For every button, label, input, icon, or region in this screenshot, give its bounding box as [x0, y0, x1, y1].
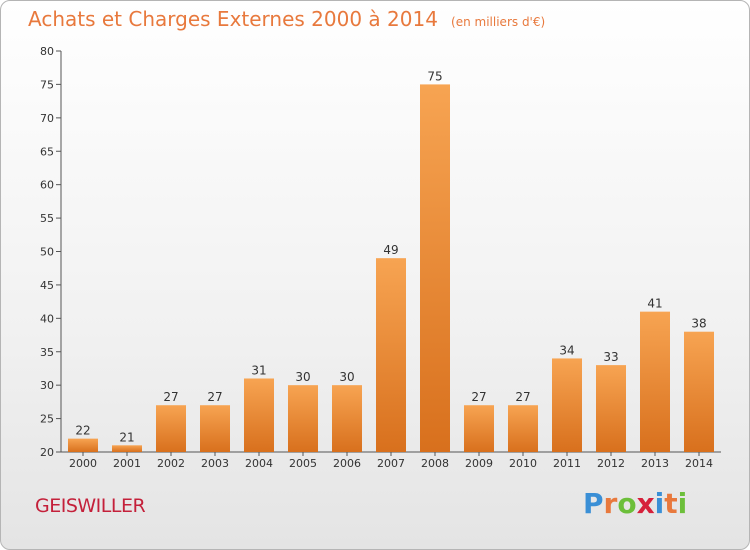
x-tick-label: 2007 [377, 457, 405, 470]
x-tick-label: 2008 [421, 457, 449, 470]
y-tick-label: 55 [40, 212, 54, 225]
bar-2006 [332, 385, 362, 452]
bar-2000 [68, 438, 98, 452]
data-label-2002: 27 [163, 390, 178, 404]
x-tick-label: 2002 [157, 457, 185, 470]
data-label-2003: 27 [207, 390, 222, 404]
bar-2013 [640, 311, 670, 452]
data-label-2000: 22 [75, 424, 90, 438]
y-tick-label: 60 [40, 179, 54, 192]
logo-letter: x [636, 487, 655, 520]
y-tick-label: 70 [40, 112, 54, 125]
x-tick-label: 2005 [289, 457, 317, 470]
chart-subtitle: (en milliers d'€) [451, 15, 546, 29]
data-label-2009: 27 [471, 390, 486, 404]
chart-title: Achats et Charges Externes 2000 à 2014 [28, 7, 438, 31]
y-tick-label: 50 [40, 246, 54, 259]
y-tick-label: 20 [40, 446, 54, 459]
y-tick-label: 80 [40, 45, 54, 58]
logo-letter: t [664, 487, 678, 520]
data-label-2004: 31 [251, 363, 266, 377]
data-label-2008: 75 [427, 69, 442, 83]
data-label-2014: 38 [691, 317, 706, 331]
bar-2004 [244, 378, 274, 452]
y-tick-label: 40 [40, 312, 54, 325]
logo-letter: o [617, 487, 637, 520]
title-row: Achats et Charges Externes 2000 à 2014 (… [28, 7, 545, 31]
x-tick-label: 2004 [245, 457, 273, 470]
data-label-2001: 21 [119, 430, 134, 444]
bar-2005 [288, 385, 318, 452]
data-label-2011: 34 [559, 343, 574, 357]
bar-2014 [684, 331, 714, 452]
data-label-2005: 30 [295, 370, 310, 384]
y-tick-label: 45 [40, 279, 54, 292]
bar-2008 [420, 84, 450, 453]
y-tick-label: 75 [40, 78, 54, 91]
logo-letter: P [583, 487, 604, 520]
y-tick-label: 30 [40, 379, 54, 392]
logo-letter: i [654, 487, 665, 520]
bar-2010 [508, 405, 538, 452]
y-tick-label: 65 [40, 145, 54, 158]
x-tick-label: 2009 [465, 457, 493, 470]
logo-letter: r [603, 487, 618, 520]
bar-2003 [200, 405, 230, 452]
bar-2011 [552, 358, 582, 452]
x-tick-label: 2003 [201, 457, 229, 470]
x-tick-label: 2014 [685, 457, 713, 470]
x-tick-label: 2013 [641, 457, 669, 470]
proxiti-logo: Proxiti [583, 487, 687, 520]
data-label-2006: 30 [339, 370, 354, 384]
y-tick-label: 35 [40, 346, 54, 359]
x-tick-label: 2012 [597, 457, 625, 470]
bar-2012 [596, 365, 626, 452]
bar-2009 [464, 405, 494, 452]
logo-letter: i [677, 487, 688, 520]
y-tick-label: 25 [40, 413, 54, 426]
x-tick-label: 2010 [509, 457, 537, 470]
data-label-2007: 49 [383, 243, 398, 257]
data-label-2010: 27 [515, 390, 530, 404]
x-tick-label: 2006 [333, 457, 361, 470]
x-tick-label: 2000 [69, 457, 97, 470]
bar-2001 [112, 445, 142, 452]
data-label-2013: 41 [647, 297, 662, 311]
data-label-2012: 33 [603, 350, 618, 364]
bar-2007 [376, 258, 406, 452]
x-tick-label: 2001 [113, 457, 141, 470]
commune-name: GEISWILLER [35, 495, 146, 517]
x-tick-label: 2011 [553, 457, 581, 470]
bar-2002 [156, 405, 186, 452]
